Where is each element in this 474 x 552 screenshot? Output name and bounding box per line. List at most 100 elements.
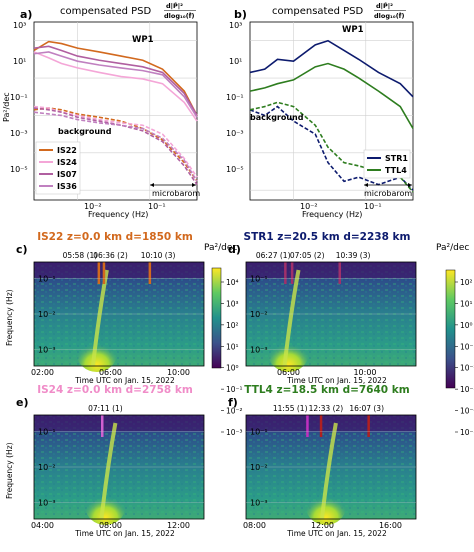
dispersion-ridge	[90, 269, 109, 367]
panel-f-ytick: 10⁻³	[250, 498, 268, 507]
panel-e: 10⁻¹ 10⁻² 10⁻³ e) IS24 z=0.0 km d=2758 km 07:…	[5, 384, 205, 538]
panel-d-xtick: 06:00	[277, 368, 300, 377]
panel-c-ylabel: Frequency (Hz)	[5, 289, 14, 346]
panel-e-xtick: 08:00	[99, 521, 122, 530]
panel-d-xtick: 10:00	[353, 368, 376, 377]
colorbar-tick-label: 10¹	[226, 342, 239, 351]
panel-a-background-label: background	[58, 127, 112, 136]
panel-e-xlabel: Time UTC on Jan. 15, 2022	[74, 529, 175, 538]
panel-b: b) compensated PSD d|P̂|² dlog₁₀(f̂) WP1…	[226, 2, 414, 219]
colorbar-tick-label: 10⁻⁴	[460, 407, 474, 416]
panel-c-label: c)	[16, 243, 28, 256]
panel-a-ytick: 10³	[13, 21, 26, 30]
panel-a-ytick: 10¹	[13, 57, 26, 66]
arrival-time: 06:36 (2)	[93, 251, 128, 260]
spectrogram-top-band	[246, 415, 416, 431]
panel-a-legend: IS22 IS24 IS07 IS36	[35, 141, 81, 195]
arrival-time: 16:07 (3)	[349, 404, 384, 413]
colorbar-tick-label: 10⁻³	[460, 385, 474, 394]
spectrogram-top-band	[246, 262, 416, 278]
series-line-is36	[33, 51, 198, 118]
panel-a-xlabel: Frequency (Hz)	[88, 210, 148, 219]
panel-e-ytick: 10⁻²	[38, 463, 56, 472]
colorbar-tick-label: 10⁻²	[226, 407, 243, 416]
arrival-time: 07:05 (2)	[290, 251, 325, 260]
panel-b-ytick: 10³	[229, 21, 242, 30]
arrival-time: 06:27 (1)	[256, 251, 291, 260]
energy-peak	[76, 336, 117, 372]
dispersion-ridge	[282, 269, 301, 367]
colorbar-tick-label: 10⁻³	[226, 428, 243, 437]
panel-f-ytick: 10⁻²	[250, 463, 268, 472]
arrival-marker	[101, 415, 104, 437]
colorbar-tick-label: 10²	[460, 278, 473, 287]
colorbar-tick-label: 10⁻²	[460, 364, 474, 373]
legend-entry: IS24	[57, 158, 77, 167]
panel-f-xtick: 12:00	[311, 521, 334, 530]
colorbar-tick-label: 10⁻¹	[460, 342, 474, 351]
panel-f: 10⁻¹ 10⁻² 10⁻³ f) TTL4 z=18.5 km d=7640 km 11…	[228, 384, 417, 538]
colorbar-tick-label: 10³	[226, 299, 239, 308]
panel-e-label: e)	[16, 396, 29, 409]
colorbar-left-ticks: 10⁴ 10³ 10² 10¹ 10⁰ 10⁻¹ 10⁻² 10⁻³	[221, 278, 243, 437]
panel-b-xlabel: Frequency (Hz)	[302, 210, 362, 219]
arrival-time: 07:11 (1)	[88, 404, 123, 413]
panel-a-series	[33, 40, 198, 186]
dispersion-ridge	[99, 422, 118, 520]
panel-b-microbarom-label: microbarom	[364, 189, 412, 198]
panel-e-ylabel: Frequency (Hz)	[5, 442, 14, 499]
panel-b-ytick: 10¹	[229, 57, 242, 66]
legend-entry: STR1	[385, 154, 408, 163]
panel-a-formula-num: d|P̂|²	[166, 2, 183, 11]
panel-a-microbarom-label: microbarom	[152, 189, 200, 198]
arrival-time: 05:58 (1)	[63, 251, 98, 260]
arrival-marker	[290, 262, 294, 284]
series-line-is24-background	[33, 105, 198, 178]
panel-a-ytick: 10⁻³	[10, 129, 28, 138]
arrival-marker	[284, 262, 287, 284]
arrival-marker	[102, 262, 106, 284]
spectrograms: 10⁻¹ 10⁻² 10⁻³ c) IS22 z=0.0 km d=1850 km 05:…	[5, 231, 417, 538]
arrival-marker	[319, 415, 323, 437]
arrival-time: 10:39 (3)	[336, 251, 371, 260]
spectrogram-top-band	[34, 415, 204, 431]
panel-d: 10⁻¹ 10⁻² 10⁻³ d)STR1 z=20.5 km d=2238 km 06…	[228, 231, 417, 385]
panel-c-xtick: 10:00	[167, 368, 190, 377]
panel-a-yticks: 10³ 10¹ 10⁻¹ 10⁻³ 10⁻⁵	[10, 21, 28, 174]
panel-c-xtick: 02:00	[31, 368, 54, 377]
panel-f-title: TTL4 z=18.5 km d=7640 km	[244, 384, 409, 396]
series-line-is07-background	[33, 107, 198, 186]
panel-e-xtick: 04:00	[31, 521, 54, 530]
panel-a-ytick: 10⁻⁵	[10, 165, 28, 174]
panel-c: 10⁻¹ 10⁻² 10⁻³ c) IS22 z=0.0 km d=1850 km 05:…	[5, 231, 205, 385]
colorbar-right: Pa²/dec 10² 10¹ 10⁰ 10⁻¹ 10⁻² 10⁻³ 10⁻⁴ 10⁻⁵	[436, 243, 474, 437]
panel-a: a) compensated PSD d|P̂|² dlog₁₀(f̂) WP1…	[2, 2, 200, 219]
series-line-is22-background	[33, 107, 198, 182]
panel-e-title: IS24 z=0.0 km d=2758 km	[37, 384, 193, 396]
panel-d-title: STR1 z=20.5 km d=2238 km	[244, 231, 411, 243]
panel-f-xtick: 08:00	[243, 521, 266, 530]
colorbar-right-ticks: 10² 10¹ 10⁰ 10⁻¹ 10⁻² 10⁻³ 10⁻⁴ 10⁻⁵	[455, 278, 474, 437]
panel-b-xtick: 10⁻¹	[364, 202, 382, 211]
panel-a-ylabel: Pa²/dec	[2, 92, 11, 122]
colorbar-tick-label: 10¹	[460, 299, 473, 308]
series-line-is07	[33, 45, 198, 116]
panel-f-ytick: 10⁻¹	[250, 428, 268, 437]
panel-a-formula-den: dlog₁₀(f̂)	[164, 12, 194, 20]
panel-b-wp1: WP1	[342, 25, 364, 35]
legend-entry: IS07	[57, 170, 77, 179]
panel-a-title: compensated PSD	[60, 6, 152, 17]
colorbar-left-label: Pa²/dec	[204, 243, 237, 253]
panel-a-xtick: 10⁻²	[84, 202, 102, 211]
colorbar-tick-label: 10⁰	[460, 321, 473, 330]
panel-f-xlabel: Time UTC on Jan. 15, 2022	[286, 529, 387, 538]
colorbar-tick-label: 10⁻⁵	[460, 428, 474, 437]
panel-b-label: b)	[234, 8, 247, 21]
colorbar-left: Pa²/dec 10⁴ 10³ 10² 10¹ 10⁰ 10⁻¹ 10⁻² 10⁻³	[204, 243, 243, 437]
panel-b-background-label: background	[250, 113, 304, 122]
panel-d-ytick: 10⁻¹	[250, 275, 268, 284]
panel-a-xtick: 10⁻¹	[148, 202, 166, 211]
legend-entry: IS22	[57, 146, 77, 155]
legend-entry: TTL4	[385, 166, 407, 175]
